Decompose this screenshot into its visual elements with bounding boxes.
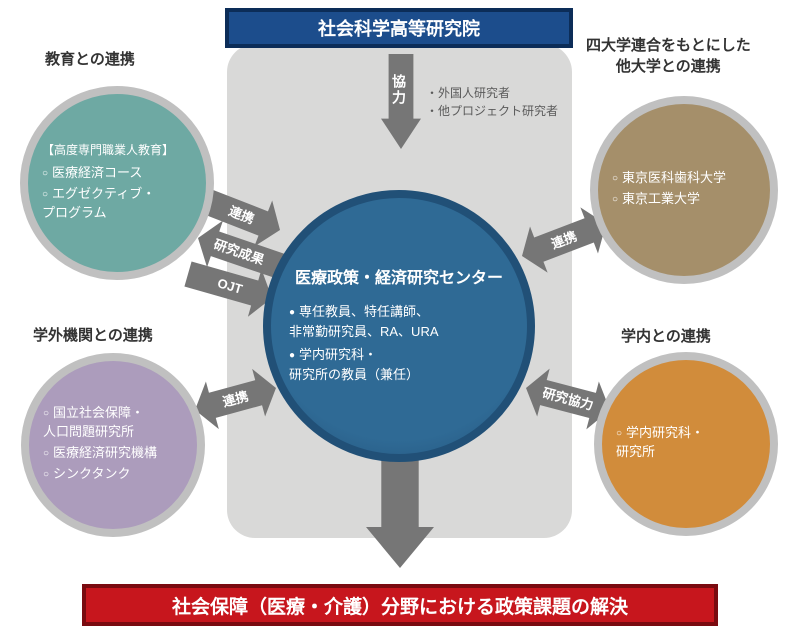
section-circle-int: 学内研究科・ 研究所 [594,352,778,536]
section-item: エグゼクティブ・ プログラム [42,185,192,223]
section-item: シンクタンク [43,465,183,484]
section-title-ext: 学外機関との連携 [33,324,153,345]
diagram-canvas: { "type": "infographic", "canvas": { "w"… [0,0,800,636]
section-item: 東京医科歯科大学 [612,169,756,188]
header-text: 社会科学高等研究院 [318,15,480,41]
center-circle-items: 専任教員、特任講師、 非常勤研究員、RA、URA 学内研究科・ 研究所の教員（兼任… [271,302,527,388]
section-items: 国立社会保障・ 人口問題研究所医療経済研究機構シンクタンク [43,404,183,485]
section-title-int: 学内との連携 [621,325,711,346]
section-circle-edu: 【高度専門職業人教育】医療経済コースエグゼクティブ・ プログラム [20,86,214,280]
side-text-line: ・外国人研究者 [426,84,558,102]
section-title-edu: 教育との連携 [45,48,135,69]
center-circle-title: 医療政策・経済研究センター [271,264,527,288]
section-item: 医療経済研究機構 [43,444,183,463]
center-item: 専任教員、特任講師、 非常勤研究員、RA、URA [289,302,509,341]
bottom-arrow [366,460,434,568]
section-items: 学内研究科・ 研究所 [616,424,756,464]
center-circle: 医療政策・経済研究センター 専任教員、特任講師、 非常勤研究員、RA、URA 学内… [263,190,535,462]
footer-text: 社会保障（医療・介護）分野における政策課題の解決 [172,592,628,619]
header-banner: 社会科学高等研究院 [225,8,573,48]
section-item: 医療経済コース [42,164,192,183]
section-circle-ext: 国立社会保障・ 人口問題研究所医療経済研究機構シンクタンク [21,353,205,537]
section-item: 国立社会保障・ 人口問題研究所 [43,404,183,442]
section-title-univ: 四大学連合をもとにした 他大学との連携 [586,34,751,76]
section-pretitle: 【高度専門職業人教育】 [42,141,192,158]
top-arrow-side-text: ・外国人研究者・他プロジェクト研究者 [426,84,558,120]
section-items: 東京医科歯科大学東京工業大学 [612,169,756,211]
section-items: 医療経済コースエグゼクティブ・ プログラム [42,164,192,225]
section-item: 学内研究科・ 研究所 [616,424,756,462]
footer-banner: 社会保障（医療・介護）分野における政策課題の解決 [82,584,718,626]
center-item: 学内研究科・ 研究所の教員（兼任） [289,345,509,384]
section-circle-univ: 東京医科歯科大学東京工業大学 [590,96,778,284]
side-text-line: ・他プロジェクト研究者 [426,102,558,120]
section-item: 東京工業大学 [612,190,756,209]
top-arrow-label: 協力 [389,74,409,106]
